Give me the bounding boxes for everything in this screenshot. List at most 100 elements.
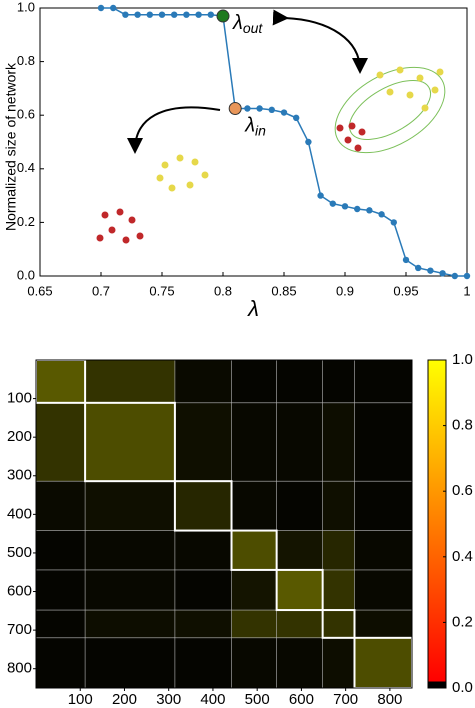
heatmap-cell xyxy=(354,531,412,570)
heatmap-cell xyxy=(322,610,355,638)
heatmap-cell xyxy=(174,610,232,638)
heatmap-cell xyxy=(232,360,277,403)
heatmap-cell xyxy=(231,610,277,638)
data-point xyxy=(341,203,349,210)
network-nodes xyxy=(96,122,366,244)
data-line xyxy=(101,7,467,277)
arrow xyxy=(272,9,368,74)
data-point xyxy=(134,11,141,18)
y-tick-label: 600 xyxy=(7,582,32,599)
heatmap-cell xyxy=(85,610,175,638)
heatmap-cell xyxy=(174,481,232,531)
colorbar xyxy=(427,359,447,689)
y-tick-label: 0.0 xyxy=(17,267,35,282)
heatmap-cell xyxy=(36,531,85,570)
x-tick-label: 0.7 xyxy=(92,283,110,298)
data-point xyxy=(378,211,385,218)
network-edges xyxy=(349,80,431,140)
heatmap-cell xyxy=(85,481,175,531)
x-tick-label: 200 xyxy=(112,691,137,708)
heatmap-cell xyxy=(174,360,232,403)
data-point xyxy=(256,105,263,112)
heatmap-cell xyxy=(277,403,323,481)
y-tick-label: 400 xyxy=(7,505,32,522)
x-tick-label: 700 xyxy=(333,691,358,708)
heatmap-cell xyxy=(354,570,412,610)
x-tick-label: 1 xyxy=(463,283,470,298)
data-point xyxy=(146,11,153,18)
heatmap-cell xyxy=(277,360,323,403)
heatmap-cell xyxy=(175,570,232,610)
data-point xyxy=(451,272,458,280)
heatmap-cell xyxy=(36,570,85,610)
data-point xyxy=(293,114,300,122)
heatmap-cell xyxy=(231,530,277,570)
data-point xyxy=(110,4,117,12)
y-tick-label: 0.4 xyxy=(17,160,35,175)
heatmap-cell xyxy=(277,481,323,530)
heatmap-cell xyxy=(323,360,355,403)
heatmap-cell xyxy=(36,360,86,403)
heatmap-cell xyxy=(354,637,412,688)
annotation-subscript: out xyxy=(243,20,264,36)
block-box xyxy=(230,529,278,571)
heatmap-cell xyxy=(276,569,323,611)
heatmap-cell xyxy=(85,570,175,610)
heatmap-cell xyxy=(322,530,355,570)
heatmap-cell xyxy=(232,638,277,688)
colorbar-tick-label: 0.4 xyxy=(452,548,473,565)
heatmap-cell xyxy=(85,531,175,570)
annotation-symbol: λ xyxy=(232,12,243,34)
data-point xyxy=(317,192,324,199)
heatmap-cell xyxy=(36,481,86,531)
heatmap-cell xyxy=(36,610,85,638)
y-tick-label: 100 xyxy=(7,390,32,407)
data-point xyxy=(195,11,202,18)
arrow xyxy=(127,106,221,154)
x-tick-label: 0.85 xyxy=(271,283,296,298)
data-point xyxy=(171,11,178,18)
data-point xyxy=(402,256,410,264)
x-axis-label: λ xyxy=(247,296,259,321)
colorbar-tick-label: 0.8 xyxy=(452,417,473,434)
y-tick-label: 500 xyxy=(7,544,32,561)
annotation: λin xyxy=(244,115,266,138)
heatmap-cell xyxy=(354,403,412,481)
network-illustrations xyxy=(96,9,446,244)
heatmap-cell xyxy=(322,569,355,611)
y-tick-label: 0.2 xyxy=(17,214,35,229)
colorbar-tick-label: 0.6 xyxy=(452,482,473,499)
network-edges xyxy=(334,66,446,154)
heatmap-cell xyxy=(175,638,232,688)
heatmap-cell xyxy=(85,402,175,482)
x-tick-label: 0.75 xyxy=(149,283,174,298)
plot-frame xyxy=(35,359,413,689)
heatmap-cell xyxy=(175,531,232,570)
x-tick-label: 800 xyxy=(377,691,402,708)
data-point xyxy=(268,106,275,114)
heatmap-cell xyxy=(231,569,277,611)
block-box xyxy=(173,480,233,532)
data-point xyxy=(122,11,129,18)
data-point xyxy=(354,205,361,213)
y-tick-label: 1.0 xyxy=(17,0,35,14)
y-tick-label: 300 xyxy=(7,467,32,484)
x-tick-label: 0.8 xyxy=(214,283,232,298)
heatmap-cell xyxy=(36,402,86,482)
x-tick-label: 300 xyxy=(156,691,181,708)
x-tick-label: 0.9 xyxy=(336,283,354,298)
y-tick-label: 800 xyxy=(7,660,32,677)
x-tick-label: 0.95 xyxy=(393,283,418,298)
heatmap-cell xyxy=(276,610,323,638)
heatmap-cell xyxy=(322,481,355,531)
data-point xyxy=(427,267,434,274)
annotation-marker xyxy=(228,102,242,115)
y-tick-label: 0.6 xyxy=(17,107,35,122)
data-point xyxy=(207,11,214,18)
heatmap-cell xyxy=(354,610,412,638)
plot-frame xyxy=(39,7,468,277)
heatmap-cell xyxy=(36,638,85,688)
plot-background xyxy=(36,360,412,688)
y-tick-label: 0.8 xyxy=(17,53,35,68)
